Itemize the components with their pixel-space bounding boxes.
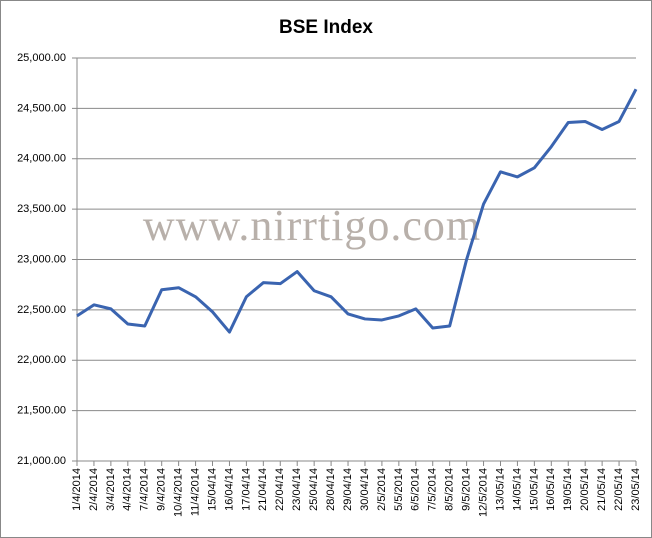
x-tick-label: 11/4/2014 — [189, 468, 201, 516]
data-line — [76, 88, 638, 334]
y-tick-label: 21,000.00 — [17, 455, 66, 467]
x-tick-label: 7/5/2014 — [427, 468, 439, 511]
x-tick-label: 22/04/14 — [274, 468, 286, 511]
x-tick-label: 6/5/2014 — [410, 468, 422, 511]
x-tick-label: 21/05/14 — [596, 468, 608, 511]
x-tick-label: 16/05/14 — [545, 468, 557, 511]
x-tick-label: 3/4/2014 — [105, 468, 117, 511]
x-tick-label: 17/04/14 — [240, 468, 252, 511]
y-tick-label: 24,500.00 — [17, 102, 66, 114]
x-tick-label: 29/04/14 — [342, 468, 354, 511]
x-tick-label: 10/4/2014 — [173, 468, 185, 517]
x-tick-label: 12/5/2014 — [477, 468, 489, 517]
x-tick-label: 2/4/2014 — [88, 468, 100, 511]
x-tick-label: 30/04/14 — [359, 468, 371, 511]
y-tick-label: 21,500.00 — [17, 405, 66, 417]
x-tick-label: 15/04/14 — [206, 468, 218, 511]
chart-title: BSE Index — [279, 17, 373, 38]
x-tick-label: 20/05/14 — [579, 468, 591, 511]
x-tick-label: 25/04/14 — [308, 468, 320, 511]
x-tick-label: 8/5/2014 — [444, 468, 456, 511]
x-tick-label: 5/5/2014 — [393, 468, 405, 511]
x-tick-label: 16/04/14 — [223, 468, 235, 511]
x-tick-label: 1/4/2014 — [71, 468, 83, 511]
x-tick-label: 13/05/14 — [494, 468, 506, 511]
x-tick-label: 2/5/2014 — [376, 468, 388, 511]
x-tick-label: 4/4/2014 — [122, 468, 134, 511]
watermark: www.nirrtigo.com — [143, 201, 481, 250]
x-tick-label: 22/05/14 — [613, 468, 625, 511]
x-tick-label: 28/04/14 — [325, 468, 337, 511]
y-tick-label: 22,000.00 — [17, 354, 66, 366]
x-tick-label: 19/05/14 — [562, 468, 574, 511]
y-tick-label: 22,500.00 — [17, 304, 66, 316]
x-tick-label: 9/5/2014 — [461, 468, 473, 511]
x-tick-label: 23/04/14 — [291, 468, 303, 511]
y-tick-label: 23,500.00 — [17, 203, 66, 215]
x-tick-label: 21/04/14 — [257, 468, 269, 511]
x-tick-label: 14/05/14 — [511, 468, 523, 511]
y-tick-label: 23,000.00 — [17, 253, 66, 265]
y-tick-label: 25,000.00 — [17, 52, 66, 64]
x-tick-label: 7/4/2014 — [139, 468, 151, 511]
x-tick-label: 9/4/2014 — [156, 468, 168, 511]
x-tick-label: 23/05/14 — [630, 468, 642, 511]
x-tick-label: 15/05/14 — [528, 468, 540, 511]
y-tick-label: 24,000.00 — [17, 153, 66, 165]
